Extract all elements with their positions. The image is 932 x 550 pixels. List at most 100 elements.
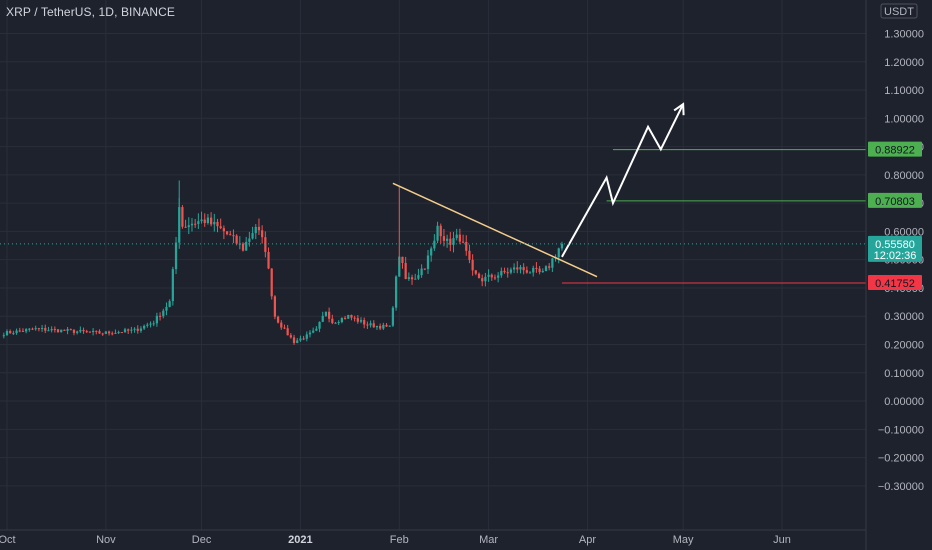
candle-body bbox=[264, 237, 267, 252]
candle-body bbox=[388, 325, 391, 327]
drawings-layer bbox=[0, 102, 866, 284]
candle-body bbox=[56, 329, 60, 333]
candle-body bbox=[123, 329, 127, 333]
candle-body bbox=[235, 235, 238, 244]
candle-body bbox=[28, 328, 31, 330]
candle-body bbox=[321, 315, 324, 322]
candle-body bbox=[44, 327, 47, 331]
candle-body bbox=[455, 234, 458, 239]
candle-body bbox=[382, 324, 385, 329]
candle-body bbox=[66, 329, 69, 331]
candle-body bbox=[206, 217, 210, 223]
stop-tag-label: 0.41752 bbox=[875, 278, 915, 290]
candle-body bbox=[436, 225, 439, 241]
candle-body bbox=[286, 328, 289, 336]
candle-body bbox=[12, 333, 15, 335]
candle-body bbox=[91, 330, 95, 333]
candle-body bbox=[509, 269, 513, 273]
candle-body bbox=[34, 328, 37, 330]
candle-body bbox=[213, 221, 216, 225]
candle-body bbox=[487, 274, 490, 277]
candle-body bbox=[162, 310, 165, 317]
currency-label: USDT bbox=[884, 6, 914, 18]
candle-body bbox=[449, 238, 452, 245]
candle-body bbox=[337, 322, 340, 324]
y-tick-label: −0.30000 bbox=[878, 481, 924, 493]
candle-body bbox=[519, 267, 522, 270]
candle-body bbox=[414, 278, 417, 280]
candle-body bbox=[328, 311, 331, 319]
candle-body bbox=[481, 278, 484, 282]
candle-body bbox=[465, 241, 468, 251]
x-tick-label: Mar bbox=[479, 534, 498, 546]
candle-body bbox=[209, 217, 213, 225]
currency-box bbox=[880, 3, 918, 19]
candle-body bbox=[296, 340, 299, 343]
candle-body bbox=[9, 331, 12, 334]
candle-body bbox=[15, 330, 18, 334]
candle-body bbox=[490, 274, 493, 278]
candle-body bbox=[225, 231, 229, 235]
candle-body bbox=[18, 330, 21, 332]
candle-body bbox=[270, 268, 273, 297]
candle-body bbox=[356, 318, 359, 322]
projection-path bbox=[561, 103, 685, 258]
y-tick-label: 0.30000 bbox=[884, 311, 924, 323]
candle-body bbox=[394, 276, 398, 308]
candle-body bbox=[107, 331, 111, 334]
candle-body bbox=[133, 328, 136, 330]
target-1-tag-label: 0.70803 bbox=[875, 196, 915, 208]
candle-body bbox=[551, 258, 554, 268]
candle-body bbox=[47, 330, 50, 332]
candle-body bbox=[127, 329, 130, 331]
candle-body bbox=[468, 250, 471, 260]
candle-body bbox=[512, 267, 516, 270]
descending-trendline bbox=[392, 182, 598, 278]
candle-body bbox=[139, 328, 143, 331]
y-tick-label: 0.80000 bbox=[884, 170, 924, 182]
candle-body bbox=[241, 243, 245, 251]
candle-body bbox=[155, 315, 159, 324]
candle-body bbox=[471, 259, 474, 271]
candle-body bbox=[82, 329, 85, 332]
x-tick-label: Jun bbox=[773, 534, 791, 546]
y-tick-label: 0.00000 bbox=[884, 396, 924, 408]
candle-body bbox=[130, 329, 133, 331]
candle-body bbox=[522, 267, 525, 271]
candlestick-series bbox=[2, 180, 564, 345]
candle-body bbox=[171, 269, 174, 302]
candle-body bbox=[232, 235, 235, 237]
candle-body bbox=[245, 241, 248, 251]
x-tick-label: 2021 bbox=[288, 534, 312, 546]
candle-body bbox=[146, 324, 149, 326]
time-axis[interactable]: Oct Nov Dec 2021 Feb Mar Apr May Jun bbox=[0, 534, 791, 546]
candle-body bbox=[120, 332, 123, 334]
candle-body bbox=[88, 331, 92, 333]
candle-body bbox=[98, 331, 101, 334]
candle-body bbox=[302, 338, 305, 340]
candle-body bbox=[334, 322, 337, 324]
candle-body bbox=[5, 331, 9, 336]
candle-body bbox=[174, 242, 178, 270]
candle-body bbox=[40, 327, 44, 329]
y-tick-label: 1.20000 bbox=[884, 57, 924, 69]
candle-body bbox=[25, 329, 28, 332]
y-tick-label: 1.30000 bbox=[884, 28, 924, 40]
candle-body bbox=[63, 329, 66, 331]
candle-body bbox=[516, 267, 519, 270]
candle-body bbox=[477, 273, 481, 279]
candle-body bbox=[439, 225, 442, 237]
candle-body bbox=[423, 268, 426, 270]
candle-body bbox=[76, 331, 79, 333]
candle-body bbox=[143, 325, 146, 329]
y-tick-label: 0.20000 bbox=[884, 339, 924, 351]
candle-body bbox=[190, 223, 194, 226]
candle-body bbox=[197, 221, 200, 225]
symbol-title: XRP / TetherUS, 1D, BINANCE bbox=[6, 5, 175, 19]
candle-body bbox=[404, 262, 407, 279]
candle-body bbox=[407, 277, 410, 279]
candle-body bbox=[497, 275, 500, 278]
